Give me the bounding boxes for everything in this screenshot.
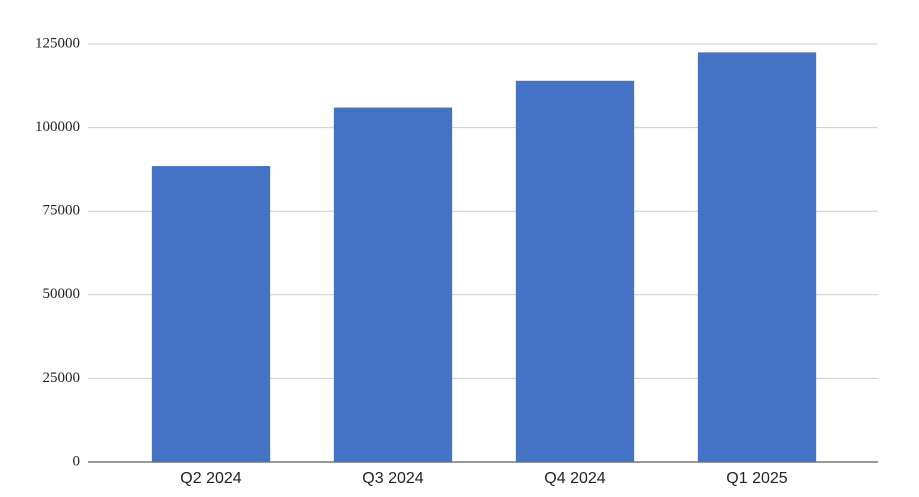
y-tick-label: 25000 (43, 370, 81, 386)
x-tick-label: Q1 2025 (726, 470, 787, 487)
y-tick-label: 75000 (43, 203, 81, 219)
y-tick-label: 125000 (35, 35, 80, 51)
y-tick-label: 0 (73, 453, 81, 469)
x-tick-label: Q4 2024 (544, 470, 605, 487)
bar (515, 80, 635, 462)
x-tick-label: Q3 2024 (362, 470, 423, 487)
x-tick-label: Q2 2024 (180, 470, 241, 487)
bar (151, 166, 271, 462)
y-tick-label: 100000 (35, 119, 80, 135)
y-tick-label: 50000 (43, 286, 81, 302)
bar (697, 52, 817, 463)
bar (333, 107, 453, 462)
